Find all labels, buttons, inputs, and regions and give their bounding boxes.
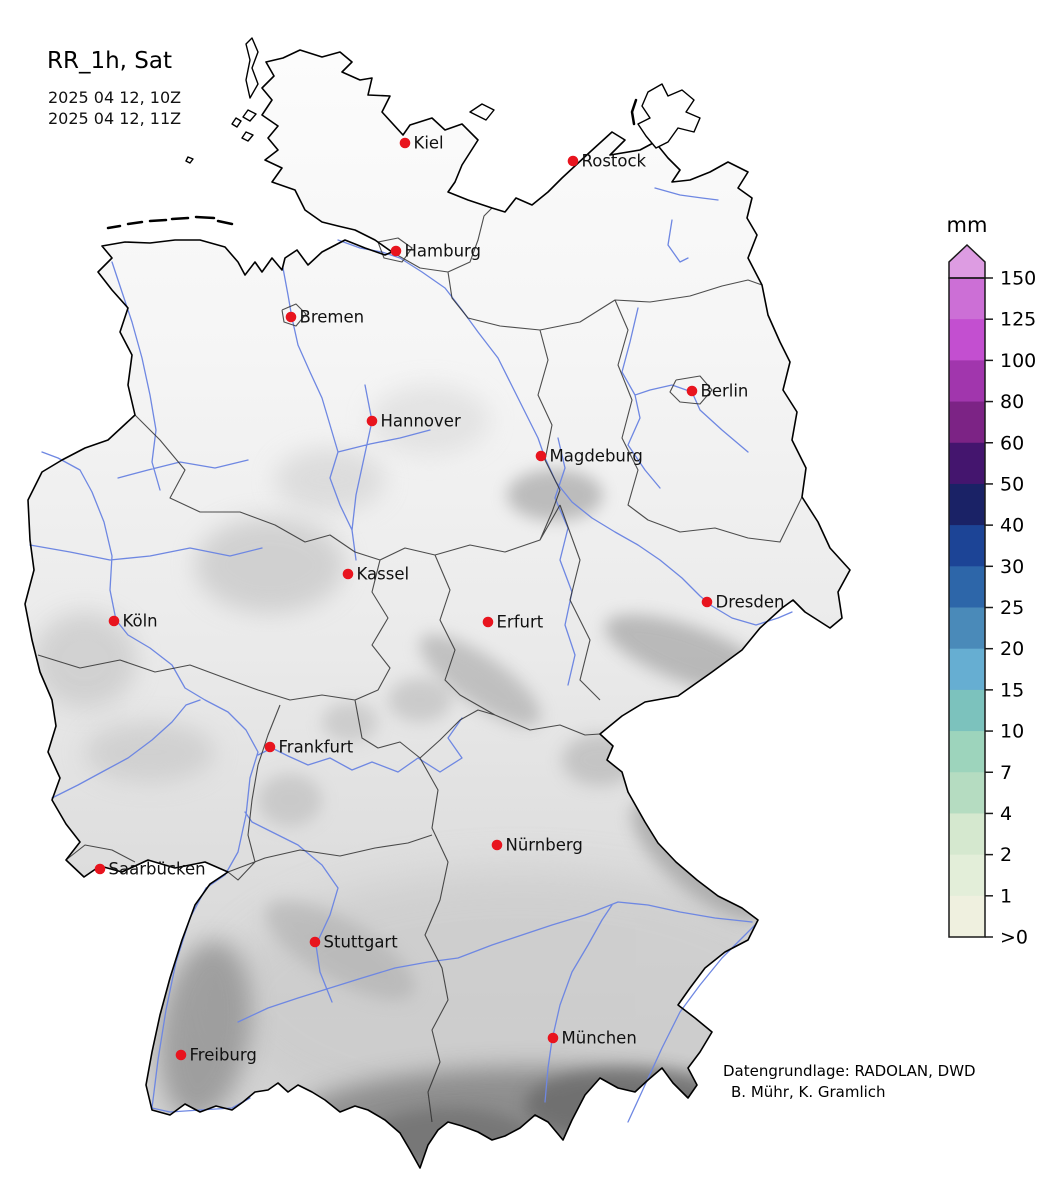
colorbar-segment-8 xyxy=(949,607,985,650)
colorbar-segment-3 xyxy=(949,401,985,444)
colorbar-tick-label-125: 125 xyxy=(1000,309,1036,331)
colorbar-tick-label-10: 10 xyxy=(1000,721,1024,743)
time-end: 2025 04 12, 11Z xyxy=(48,108,182,128)
colorbar-unit-label: mm xyxy=(947,213,988,237)
colorbar-tick-label-150: 150 xyxy=(1000,268,1036,290)
state-borders xyxy=(37,207,803,1123)
city-label-erfurt: Erfurt xyxy=(497,613,544,632)
colorbar-tick-label-80: 80 xyxy=(1000,391,1024,413)
city-marker-rostock xyxy=(567,155,579,167)
colorbar-tick-label-gt0: >0 xyxy=(1000,927,1028,949)
city-marker-frankfurt xyxy=(264,741,276,753)
city-label-kiel: Kiel xyxy=(414,134,444,153)
colorbar-segment-4 xyxy=(949,442,985,485)
city-marker-m-nchen xyxy=(547,1032,559,1044)
colorbar: 150 125 100 80 60 50 40 30 25 20 15 10 7 4 2 1 >0 mm xyxy=(947,213,1037,949)
city-marker-n-rnberg xyxy=(491,839,503,851)
colorbar-segment-12 xyxy=(949,772,985,815)
colorbar-tick-label-1: 1 xyxy=(1000,885,1012,907)
page-title: RR_1h, Sat xyxy=(47,48,172,74)
colorbar-segment-15 xyxy=(949,895,985,938)
city-marker-stuttgart xyxy=(309,936,321,948)
city-label-freiburg: Freiburg xyxy=(190,1046,257,1065)
colorbar-tick-label-7: 7 xyxy=(1000,762,1012,784)
city-label-rostock: Rostock xyxy=(582,152,647,171)
city-label-stuttgart: Stuttgart xyxy=(324,933,399,952)
colorbar-tick-label-15: 15 xyxy=(1000,679,1024,701)
colorbar-overflow-arrow xyxy=(948,243,986,279)
city-label-frankfurt: Frankfurt xyxy=(279,738,354,757)
colorbar-tick-label-4: 4 xyxy=(1000,803,1012,825)
colorbar-segment-13 xyxy=(949,813,985,856)
colorbar-segment-2 xyxy=(949,360,985,403)
city-label-n-rnberg: Nürnberg xyxy=(506,836,583,855)
city-label-k-ln: Köln xyxy=(123,612,158,631)
colorbar-segment-7 xyxy=(949,566,985,609)
colorbar-tick-label-50: 50 xyxy=(1000,473,1024,495)
map-title: RR_1h, Sat xyxy=(47,48,173,74)
city-marker-saarb-cken xyxy=(94,863,106,875)
colorbar-tick-label-2: 2 xyxy=(1000,844,1012,866)
valid-time-lines: 2025 04 12, 10Z 2025 04 12, 11Z xyxy=(48,88,181,129)
islands xyxy=(185,37,701,164)
city-marker-hannover xyxy=(366,415,378,427)
city-label-m-nchen: München xyxy=(562,1029,637,1048)
colorbar-tick-label-100: 100 xyxy=(1000,350,1036,372)
city-label-dresden: Dresden xyxy=(716,593,785,612)
colorbar-tick-label-25: 25 xyxy=(1000,597,1024,619)
city-label-hamburg: Hamburg xyxy=(405,242,482,261)
city-marker-erfurt xyxy=(482,616,494,628)
colorbar-segment-9 xyxy=(949,648,985,691)
city-marker-berlin xyxy=(686,385,698,397)
credit-source: Datengrundlage: RADOLAN, DWD xyxy=(723,1062,976,1080)
city-label-bremen: Bremen xyxy=(300,308,365,327)
cities-layer: Kiel Rostock Hamburg Bremen Berlin Hannover Ma… xyxy=(94,134,785,1065)
city-label-kassel: Kassel xyxy=(357,565,410,584)
colorbar-segment-1 xyxy=(949,319,985,361)
data-credit: Datengrundlage: RADOLAN, DWD B. Mühr, K.… xyxy=(723,1061,976,1103)
colorbar-segment-6 xyxy=(949,525,985,567)
colorbar-tick-label-60: 60 xyxy=(1000,432,1024,454)
colorbar-segment-14 xyxy=(949,854,985,897)
city-marker-k-ln xyxy=(108,615,120,627)
colorbar-segment-11 xyxy=(949,731,985,773)
city-marker-kiel xyxy=(399,137,411,149)
frisian-islands xyxy=(106,98,638,230)
colorbar-tick-label-30: 30 xyxy=(1000,556,1024,578)
rivers xyxy=(29,187,793,1123)
colorbar-segment-0 xyxy=(949,278,985,320)
city-label-berlin: Berlin xyxy=(701,382,749,401)
city-marker-freiburg xyxy=(175,1049,187,1061)
colorbar-tick-label-40: 40 xyxy=(1000,515,1024,537)
city-label-saarb-cken: Saarbücken xyxy=(109,860,206,879)
germany-outline xyxy=(24,49,851,1169)
city-marker-magdeburg xyxy=(535,450,547,462)
time-start: 2025 04 12, 10Z xyxy=(48,88,182,107)
city-marker-hamburg xyxy=(390,245,402,257)
credit-authors: B. Mühr, K. Gramlich xyxy=(731,1083,886,1101)
colorbar-segment-5 xyxy=(949,483,985,526)
city-label-magdeburg: Magdeburg xyxy=(550,447,643,466)
city-marker-bremen xyxy=(285,311,297,323)
colorbar-segment-10 xyxy=(949,689,985,732)
city-marker-kassel xyxy=(342,568,354,580)
colorbar-tick-label-20: 20 xyxy=(1000,638,1024,660)
city-label-hannover: Hannover xyxy=(381,412,461,431)
city-marker-dresden xyxy=(701,596,713,608)
